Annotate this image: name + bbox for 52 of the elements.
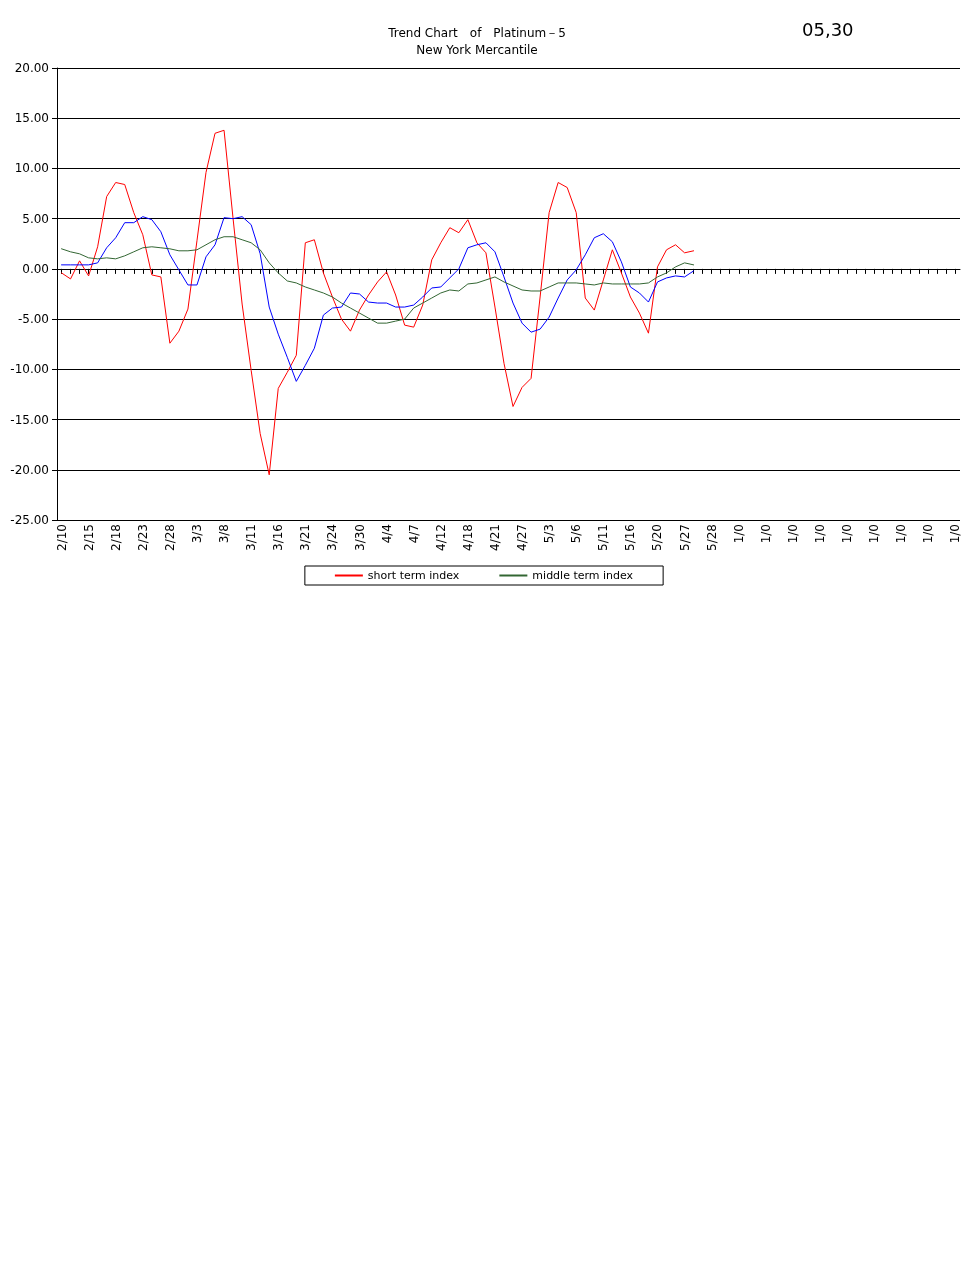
x-tick-label: 1/0 bbox=[731, 524, 746, 544]
x-tick-label: 4/4 bbox=[379, 524, 394, 544]
x-tick-label: 4/12 bbox=[433, 524, 448, 551]
legend-label: middle term index bbox=[532, 569, 634, 582]
x-tick-label: 1/0 bbox=[948, 524, 963, 544]
x-tick-label: 1/0 bbox=[785, 524, 800, 544]
x-tick-label: 4/21 bbox=[487, 524, 502, 551]
y-tick-label: 10.00 bbox=[14, 161, 49, 176]
x-tick-label: 1/0 bbox=[921, 524, 936, 544]
x-tick-label: 2/15 bbox=[81, 524, 96, 551]
x-tick-label: 2/28 bbox=[162, 524, 177, 551]
x-tick-label: 3/8 bbox=[217, 524, 232, 544]
y-tick-label: 0.00 bbox=[22, 261, 49, 276]
x-tick-label: 2/18 bbox=[108, 524, 123, 551]
x-tick-label: 1/0 bbox=[867, 524, 882, 544]
x-tick-label: 3/16 bbox=[271, 524, 286, 551]
x-tick-label: 5/3 bbox=[542, 524, 557, 544]
x-tick-label: 5/28 bbox=[704, 524, 719, 551]
x-tick-label: 3/3 bbox=[189, 524, 204, 544]
x-tick-label: 1/0 bbox=[840, 524, 855, 544]
x-tick-label: 3/11 bbox=[244, 524, 259, 551]
y-tick-label: 5.00 bbox=[22, 211, 49, 226]
x-tick-label: 4/18 bbox=[460, 524, 475, 551]
x-tick-label: 3/21 bbox=[298, 524, 313, 551]
x-tick-label: 5/11 bbox=[596, 524, 611, 551]
y-tick-label: 20.00 bbox=[14, 61, 49, 75]
y-tick-label: 15.00 bbox=[14, 111, 49, 126]
y-tick-label: -20.00 bbox=[10, 462, 49, 477]
chart-subtitle: New York Mercantile bbox=[416, 43, 538, 57]
legend-label: short term index bbox=[367, 569, 460, 582]
x-tick-label: 5/6 bbox=[569, 524, 584, 544]
y-tick-label: -10.00 bbox=[10, 362, 49, 377]
x-tick-label: 1/0 bbox=[813, 524, 828, 544]
x-tick-label: 5/16 bbox=[623, 524, 638, 551]
chart-title: Trend Chart of Platinum－5 bbox=[387, 26, 566, 40]
x-tick-label: 1/0 bbox=[758, 524, 773, 544]
text: 05,30 bbox=[802, 18, 854, 40]
x-tick-label: 3/30 bbox=[352, 524, 367, 551]
y-tick-label: -5.00 bbox=[17, 312, 49, 327]
x-tick-label: 2/10 bbox=[54, 524, 69, 551]
x-tick-label: 5/20 bbox=[650, 524, 665, 551]
line-series bbox=[61, 216, 695, 382]
x-tick-label: 4/7 bbox=[406, 524, 421, 544]
x-tick-label: 4/27 bbox=[515, 524, 530, 551]
line-series bbox=[61, 236, 695, 324]
y-tick-label: -15.00 bbox=[10, 412, 49, 427]
x-tick-label: 2/23 bbox=[135, 524, 150, 551]
x-tick-label: 1/0 bbox=[894, 524, 909, 544]
x-tick-label: 5/27 bbox=[677, 524, 692, 551]
line-series bbox=[61, 129, 695, 476]
x-tick-label: 3/24 bbox=[325, 524, 340, 551]
y-tick-label: -25.00 bbox=[10, 513, 49, 527]
